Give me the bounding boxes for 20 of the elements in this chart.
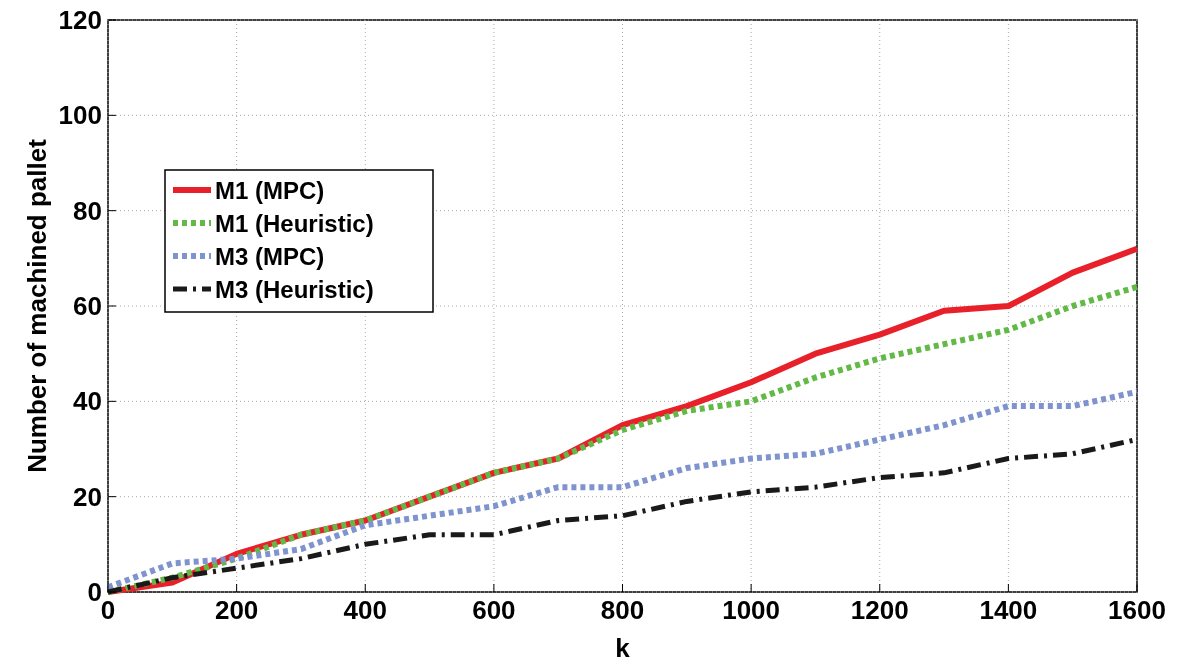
x-tick-label: 1600: [1108, 595, 1166, 625]
y-tick-label: 120: [58, 5, 102, 35]
legend-label: M3 (MPC): [215, 243, 325, 270]
x-tick-label: 1400: [979, 595, 1038, 625]
x-tick-label: 1200: [850, 595, 909, 625]
x-tick-label: 200: [214, 595, 259, 625]
x-tick-label: 1000: [722, 595, 781, 625]
y-tick-label: 80: [73, 195, 102, 226]
y-tick-label: 60: [73, 291, 102, 321]
x-tick-label: 800: [600, 595, 645, 625]
y-tick-label: 20: [73, 481, 102, 512]
y-axis-title: Number of machined pallet: [22, 138, 52, 473]
legend-label: M1 (Heuristic): [215, 210, 374, 237]
legend-label: M1 (MPC): [215, 177, 325, 204]
x-tick-label: 600: [472, 595, 516, 625]
x-tick-label: 400: [343, 595, 387, 625]
x-axis-title: k: [615, 633, 631, 659]
y-tick-label: 40: [73, 386, 102, 417]
y-tick-label: 100: [58, 100, 102, 131]
legend-label: M3 (Heuristic): [215, 276, 374, 303]
